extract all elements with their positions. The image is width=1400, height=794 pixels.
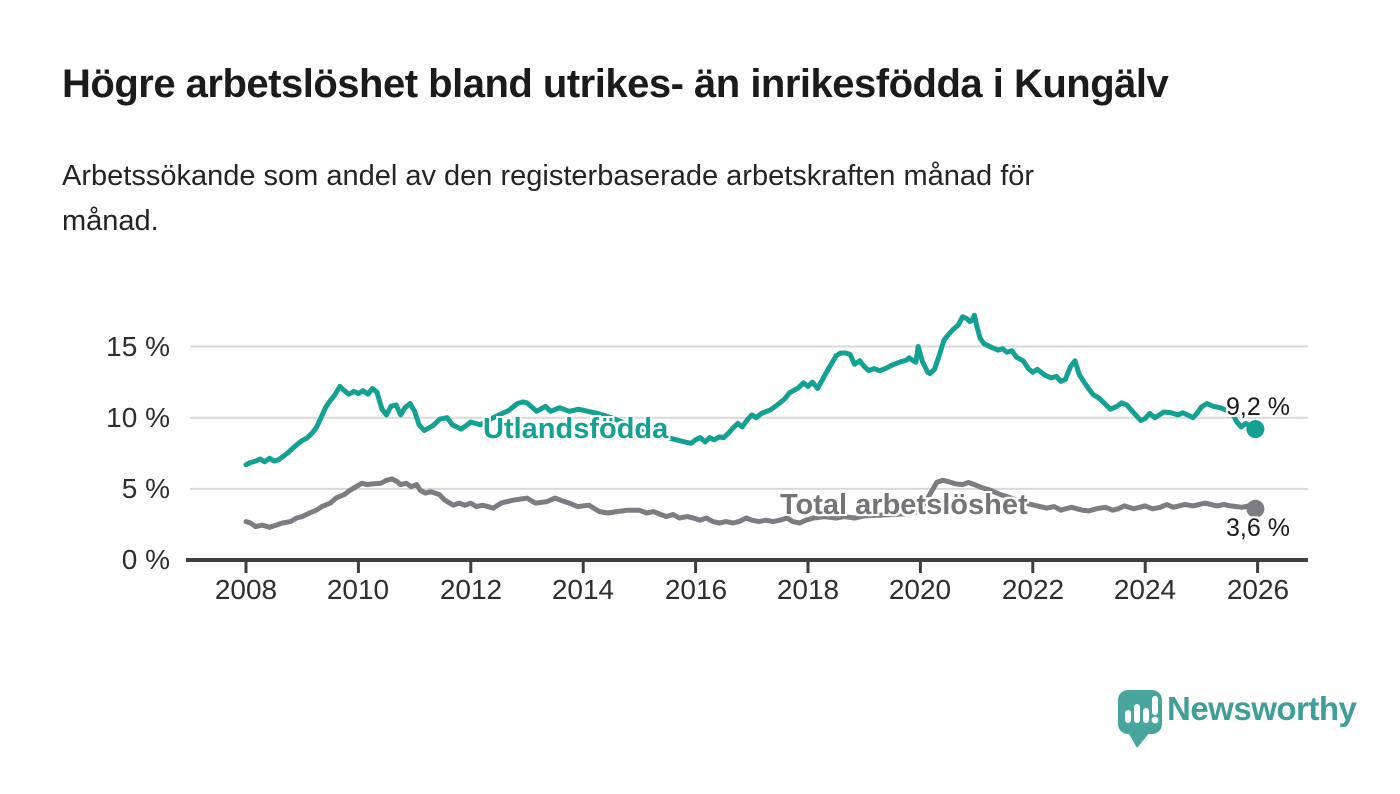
- y-axis-label-5: 5 %: [121, 473, 170, 504]
- newsworthy-logo: Newsworthy: [1117, 686, 1357, 750]
- page-title: Högre arbetslöshet bland utrikes- än inr…: [62, 62, 1169, 106]
- series-label-utlandsfodda: Utlandsfödda: [483, 413, 669, 445]
- series-label-total-arbetsloshet: Total arbetslöshet: [780, 489, 1028, 521]
- series-line-utlandsf-dda: [243, 312, 1258, 468]
- y-axis-label-0: 0 %: [121, 544, 170, 575]
- x-axis-label-2022: 2022: [1001, 574, 1065, 605]
- chart-subtitle-line2: månad.: [62, 205, 159, 237]
- x-axis-label-2018: 2018: [776, 574, 840, 605]
- end-value-label-utlandsfodda: 9,2 %: [1226, 393, 1290, 421]
- chart-subtitle-line1: Arbetssökande som andel av den registerb…: [62, 160, 1035, 192]
- x-axis-label-2008: 2008: [214, 574, 278, 605]
- series-line-total-arbetsl-shet: [243, 476, 1258, 530]
- chart-subtitle: Arbetssökande som andel av den registerb…: [62, 154, 1034, 244]
- y-axis-label-15: 15 %: [106, 331, 170, 362]
- x-axis-label-2014: 2014: [551, 574, 615, 605]
- x-axis-label-2012: 2012: [439, 574, 503, 605]
- x-axis-label-2026: 2026: [1226, 574, 1290, 605]
- y-axis-label-10: 10 %: [106, 402, 170, 433]
- series-endpoint-dot-total-arbetsl-shet: [1246, 499, 1265, 518]
- x-axis-label-2024: 2024: [1113, 574, 1177, 605]
- x-axis-label-2016: 2016: [664, 574, 728, 605]
- bar-chart-exclamation-icon: [1125, 696, 1159, 724]
- end-value-label-total-arbetsloshet: 3,6 %: [1226, 514, 1290, 542]
- x-axis-label-2010: 2010: [326, 574, 390, 605]
- series-endpoint-dot-utlandsf-dda: [1246, 420, 1265, 439]
- newsworthy-wordmark: Newsworthy: [1167, 690, 1357, 727]
- newsworthy-logo-mark-icon: [1118, 690, 1162, 748]
- x-axis-label-2020: 2020: [888, 574, 952, 605]
